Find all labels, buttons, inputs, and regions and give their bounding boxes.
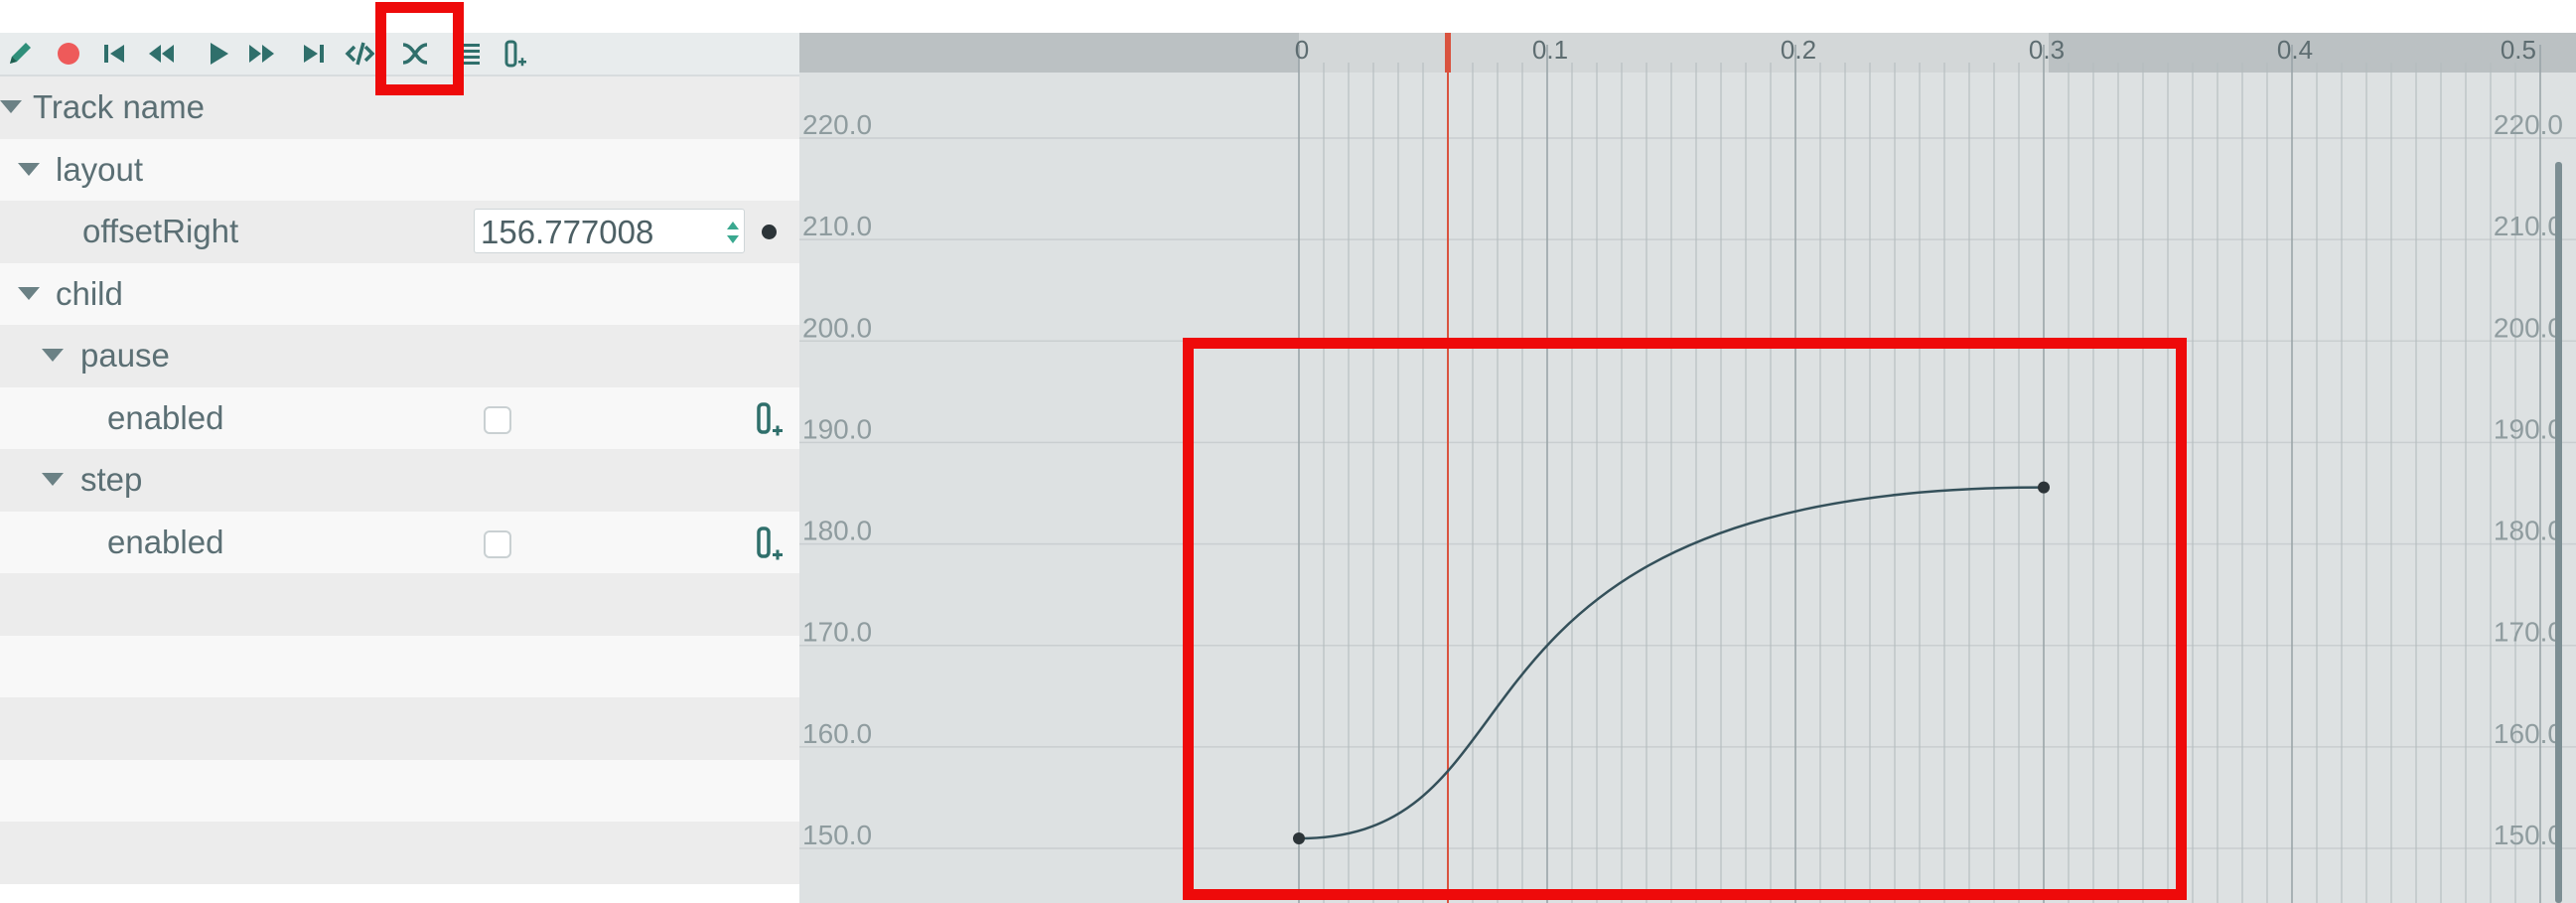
edit-pencil-icon[interactable] xyxy=(3,37,37,71)
add-key-icon[interactable] xyxy=(756,400,787,438)
collapse-arrow-icon[interactable] xyxy=(18,162,40,176)
value-label: 200.0 xyxy=(802,312,872,343)
rewind-icon[interactable] xyxy=(144,37,178,71)
empty-row xyxy=(0,573,799,636)
value-label: 190.0 xyxy=(802,413,872,444)
playhead-handle[interactable] xyxy=(1445,33,1451,73)
grid-lines xyxy=(799,45,2576,903)
fast-forward-icon[interactable] xyxy=(245,37,279,71)
curve-graph[interactable]: 220.0 220.0 210.0 210.0 200.0 200.0 190.0 190.0… xyxy=(799,33,2576,903)
highlight-box xyxy=(1183,338,2187,900)
time-label: 0.1 xyxy=(1532,35,1568,65)
track-row-step[interactable]: step xyxy=(0,449,799,512)
add-key-icon[interactable] xyxy=(756,525,787,562)
value-label: 150.0 xyxy=(2494,820,2563,850)
time-label: 0.3 xyxy=(2029,35,2065,65)
value-label: 160.0 xyxy=(2494,718,2563,749)
curve-layer[interactable] xyxy=(1293,33,2050,903)
track-row-layout[interactable]: layout xyxy=(0,138,799,201)
keyframe-point[interactable] xyxy=(1293,832,1305,844)
spinner-arrows-icon[interactable] xyxy=(726,220,740,245)
highlight-box xyxy=(375,2,464,95)
value-label: 210.0 xyxy=(802,211,872,241)
empty-row xyxy=(0,822,799,884)
go-to-start-icon[interactable] xyxy=(97,37,131,71)
value-label: 180.0 xyxy=(2494,516,2563,546)
animation-curve[interactable] xyxy=(1298,486,2045,840)
track-row-pause-enabled[interactable]: enabled xyxy=(0,386,799,449)
curve-editor-icon[interactable] xyxy=(398,37,432,71)
list-icon[interactable] xyxy=(454,37,488,71)
track-name-header: Track name xyxy=(33,88,205,125)
track-row-pause[interactable]: pause xyxy=(0,325,799,387)
record-icon[interactable] xyxy=(52,37,85,71)
value-label: 190.0 xyxy=(2494,413,2563,444)
property-label-enabled: enabled xyxy=(107,398,224,436)
ruler-labels: 220.0 220.0 210.0 210.0 200.0 200.0 190.0 190.0… xyxy=(802,35,2563,850)
keyframe-point[interactable] xyxy=(2038,481,2050,494)
graph-background xyxy=(799,33,2576,903)
keyframe-dot-icon[interactable] xyxy=(762,225,777,239)
go-to-end-icon[interactable] xyxy=(297,37,331,71)
code-icon[interactable] xyxy=(343,37,376,71)
value-label: 160.0 xyxy=(802,718,872,749)
empty-row xyxy=(0,759,799,822)
property-label-enabled: enabled xyxy=(107,523,224,560)
time-label: 0.4 xyxy=(2277,35,2313,65)
value-label: 220.0 xyxy=(802,109,872,140)
value-label: 180.0 xyxy=(802,516,872,546)
empty-row xyxy=(0,635,799,697)
value-label: 150.0 xyxy=(802,820,872,850)
time-label: 0.2 xyxy=(1781,35,1816,65)
offset-right-input[interactable]: 156.777008 xyxy=(474,209,745,253)
track-label-layout: layout xyxy=(56,150,144,188)
value-label: 210.0 xyxy=(2494,211,2563,241)
time-range-bar[interactable] xyxy=(1299,33,2049,73)
curve-editor[interactable]: 220.0 220.0 210.0 210.0 200.0 200.0 190.0 190.0… xyxy=(799,33,2576,903)
collapse-arrow-icon[interactable] xyxy=(18,286,40,300)
empty-row xyxy=(0,697,799,760)
add-key-icon[interactable] xyxy=(501,37,534,71)
property-label-offset-right: offsetRight xyxy=(82,213,239,249)
track-list: Track name layout offsetRight 156.777008… xyxy=(0,76,799,884)
value-label: 170.0 xyxy=(802,617,872,648)
offset-right-value: 156.777008 xyxy=(481,214,654,250)
pause-enabled-checkbox[interactable] xyxy=(484,405,511,434)
play-icon[interactable] xyxy=(202,37,235,71)
scrollbar-thumb[interactable] xyxy=(2555,162,2562,903)
step-enabled-checkbox[interactable] xyxy=(484,529,511,558)
track-row-step-enabled[interactable]: enabled xyxy=(0,511,799,573)
track-panel: Track name layout offsetRight 156.777008… xyxy=(0,0,799,903)
track-label-child: child xyxy=(56,274,123,312)
track-label-step: step xyxy=(80,461,143,498)
collapse-arrow-icon[interactable] xyxy=(42,349,64,362)
value-label: 170.0 xyxy=(2494,617,2563,648)
time-label: 0 xyxy=(1295,35,1309,65)
collapse-arrow-icon[interactable] xyxy=(42,473,64,486)
value-label: 200.0 xyxy=(2494,312,2563,343)
track-row-child[interactable]: child xyxy=(0,262,799,325)
track-label-pause: pause xyxy=(80,337,170,374)
animation-toolbar xyxy=(0,33,799,76)
collapse-arrow-icon[interactable] xyxy=(0,100,22,113)
time-label: 0.5 xyxy=(2501,35,2536,65)
value-label: 220.0 xyxy=(2494,109,2563,140)
track-row-offset-right[interactable]: offsetRight 156.777008 xyxy=(0,201,799,263)
